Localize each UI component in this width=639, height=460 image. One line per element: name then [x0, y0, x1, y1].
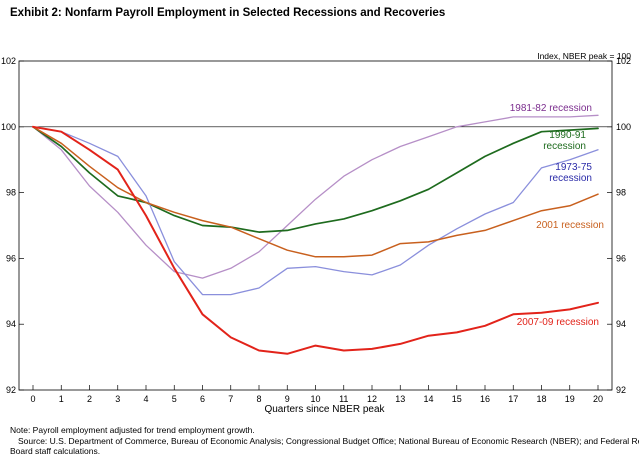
x-tick-label: 12: [367, 394, 377, 404]
series-line-2007-09-recession: [32, 125, 599, 355]
index-note: Index, NBER peak = 100: [537, 51, 631, 61]
series-label: recession: [549, 173, 592, 184]
y-tick-label-right: 92: [616, 385, 626, 395]
x-tick-label: 17: [508, 394, 518, 404]
x-tick-label: 10: [310, 394, 320, 404]
source-line: Source: U.S. Department of Commerce, Bur…: [18, 435, 639, 446]
series-label: 1981-82 recession: [510, 103, 592, 114]
series-label: recession: [543, 141, 586, 152]
note-line: Note: Payroll employment adjusted for tr…: [10, 425, 255, 435]
x-tick-label: 13: [395, 394, 405, 404]
series-label: 2007-09 recession: [517, 317, 599, 328]
series-line-2001-recession: [32, 126, 599, 258]
series-line-1973-75-recession: [32, 126, 599, 296]
x-tick-label: 3: [115, 394, 120, 404]
x-tick-label: 14: [423, 394, 433, 404]
x-tick-label: 9: [285, 394, 290, 404]
y-tick-label-right: 102: [616, 56, 631, 66]
x-tick-label: 11: [339, 394, 348, 404]
y-tick-label-left: 102: [1, 56, 16, 66]
y-tick-label-left: 96: [6, 253, 16, 263]
y-tick-label-left: 94: [6, 319, 16, 329]
series-label: 1990-91: [549, 130, 586, 141]
y-tick-label-left: 92: [6, 385, 16, 395]
series-line-1990-91-recession: [32, 125, 599, 233]
y-tick-label-left: 98: [6, 188, 16, 198]
y-tick-label-right: 96: [616, 253, 626, 263]
y-tick-label-right: 98: [616, 188, 626, 198]
x-axis-label: Quarters since NBER peak: [264, 404, 385, 415]
x-tick-label: 1: [59, 394, 64, 404]
x-tick-label: 2: [87, 394, 92, 404]
x-tick-label: 16: [480, 394, 490, 404]
x-tick-label: 0: [30, 394, 35, 404]
x-tick-label: 15: [452, 394, 462, 404]
source-line-continued: Board staff calculations.: [10, 446, 101, 456]
chart-notes: Note: Payroll employment adjusted for tr…: [10, 425, 639, 457]
x-tick-label: 8: [256, 394, 261, 404]
x-tick-label: 19: [565, 394, 575, 404]
x-tick-label: 4: [143, 394, 148, 404]
x-tick-label: 5: [172, 394, 177, 404]
y-tick-label-left: 100: [1, 122, 16, 132]
x-tick-label: 20: [593, 394, 603, 404]
series-label: 2001 recession: [536, 220, 604, 231]
chart-title: Exhibit 2: Nonfarm Payroll Employment in…: [10, 7, 446, 19]
x-tick-label: 18: [536, 394, 546, 404]
y-tick-label-right: 94: [616, 319, 626, 329]
x-tick-label: 7: [228, 394, 233, 404]
series-label: 1973-75: [555, 162, 592, 173]
series-line-1981-82-recession: [32, 114, 599, 279]
x-tick-label: 6: [200, 394, 205, 404]
y-tick-label-right: 100: [616, 122, 631, 132]
